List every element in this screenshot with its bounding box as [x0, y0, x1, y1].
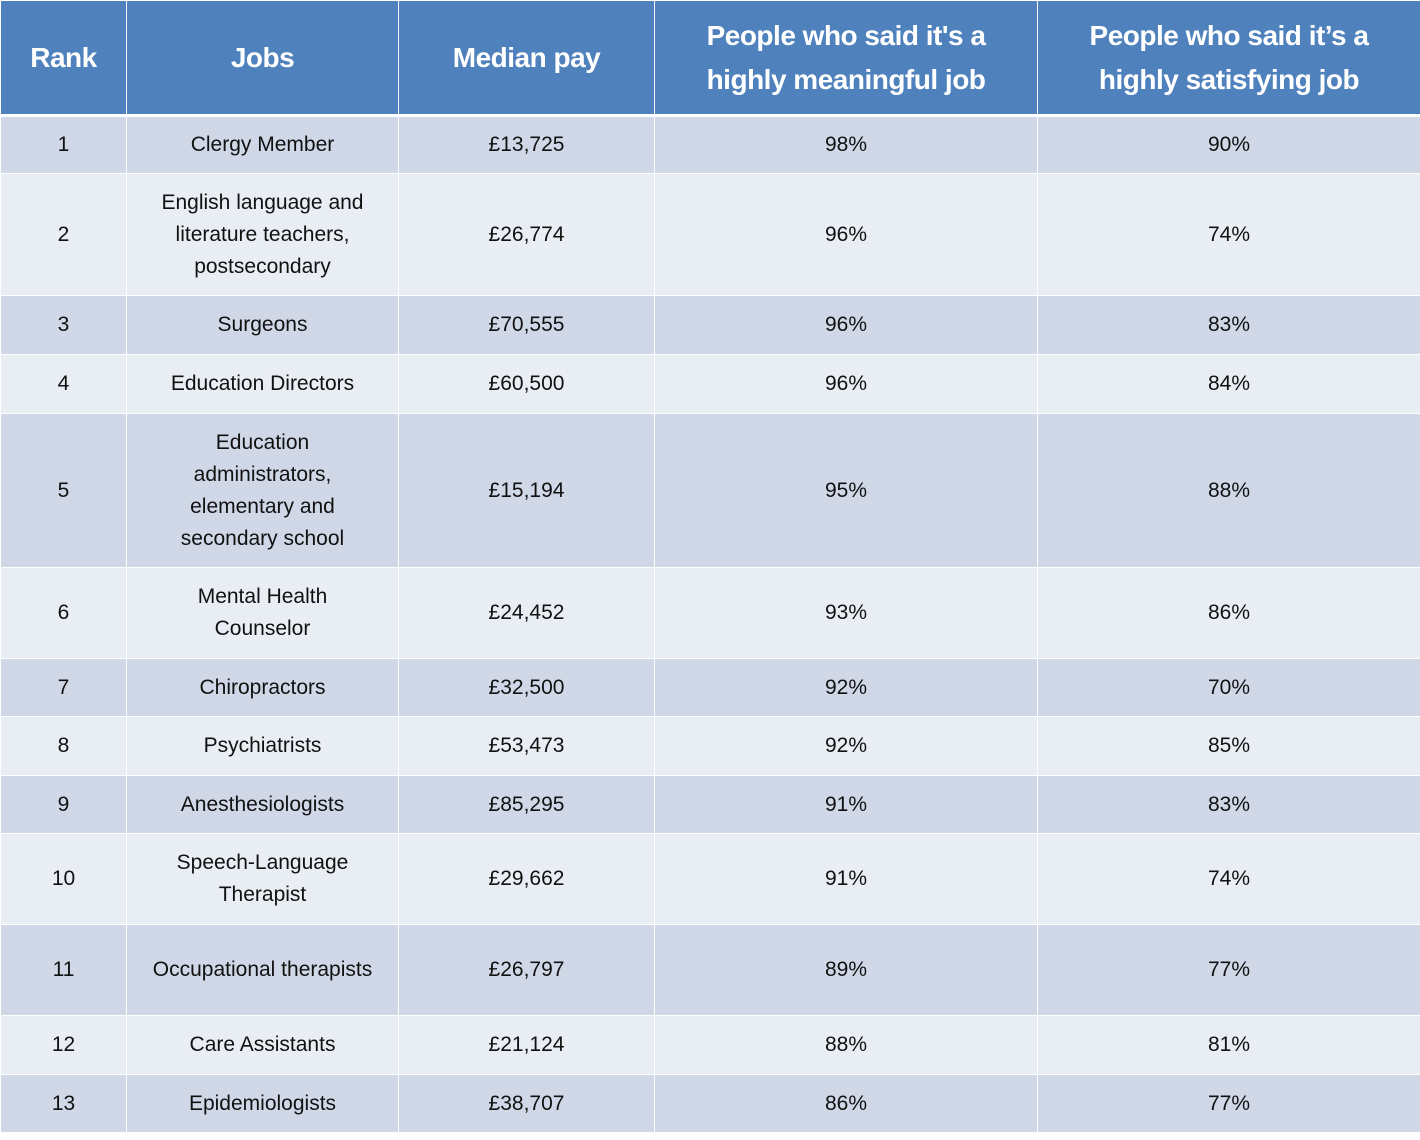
- meaningful-cell: 91%: [654, 833, 1038, 925]
- median-pay-cell: £70,555: [398, 295, 655, 355]
- job-cell: Surgeons: [126, 295, 399, 355]
- rank-cell: 5: [0, 413, 127, 568]
- satisfying-cell: 77%: [1037, 1074, 1420, 1133]
- job-cell: Care Assistants: [126, 1015, 399, 1075]
- header-jobs: Jobs: [126, 0, 399, 117]
- job-cell: Education Directors: [126, 354, 399, 414]
- meaningful-cell: 96%: [654, 295, 1038, 355]
- rank-cell: 7: [0, 658, 127, 717]
- rank-cell: 12: [0, 1015, 127, 1075]
- median-pay-cell: £85,295: [398, 775, 655, 834]
- satisfying-cell: 74%: [1037, 833, 1420, 925]
- job-cell: Anesthesiologists: [126, 775, 399, 834]
- job-cell: English language and literature teachers…: [126, 173, 399, 296]
- median-pay-cell: £60,500: [398, 354, 655, 414]
- meaningful-cell: 91%: [654, 775, 1038, 834]
- table-row: 11 Occupational therapists £26,797 89% 77%: [0, 924, 1420, 1016]
- satisfying-cell: 81%: [1037, 1015, 1420, 1075]
- rank-cell: 10: [0, 833, 127, 925]
- satisfying-cell: 83%: [1037, 775, 1420, 834]
- meaningful-cell: 96%: [654, 173, 1038, 296]
- table-row: 10 Speech-Language Therapist £29,662 91% 74%: [0, 833, 1420, 925]
- table-row: 8 Psychiatrists £53,473 92% 85%: [0, 716, 1420, 776]
- meaningful-cell: 89%: [654, 924, 1038, 1016]
- meaningful-cell: 92%: [654, 716, 1038, 776]
- rank-cell: 6: [0, 567, 127, 659]
- median-pay-cell: £29,662: [398, 833, 655, 925]
- header-meaningful: People who said it's a highly meaningful…: [654, 0, 1038, 117]
- rank-cell: 2: [0, 173, 127, 296]
- table-row: 7 Chiropractors £32,500 92% 70%: [0, 658, 1420, 717]
- median-pay-cell: £21,124: [398, 1015, 655, 1075]
- job-cell: Mental Health Counselor: [126, 567, 399, 659]
- meaningful-cell: 95%: [654, 413, 1038, 568]
- median-pay-cell: £13,725: [398, 115, 655, 174]
- table-row: 12 Care Assistants £21,124 88% 81%: [0, 1015, 1420, 1075]
- median-pay-cell: £24,452: [398, 567, 655, 659]
- meaningful-cell: 93%: [654, 567, 1038, 659]
- rank-cell: 1: [0, 115, 127, 174]
- rank-cell: 4: [0, 354, 127, 414]
- rank-cell: 8: [0, 716, 127, 776]
- median-pay-cell: £26,774: [398, 173, 655, 296]
- job-cell: Education administrators, elementary and…: [126, 413, 399, 568]
- meaningful-cell: 96%: [654, 354, 1038, 414]
- header-satisfying: People who said it’s a highly satisfying…: [1037, 0, 1420, 117]
- job-cell: Chiropractors: [126, 658, 399, 717]
- median-pay-cell: £26,797: [398, 924, 655, 1016]
- table-row: 5 Education administrators, elementary an…: [0, 413, 1420, 568]
- satisfying-cell: 70%: [1037, 658, 1420, 717]
- satisfying-cell: 74%: [1037, 173, 1420, 296]
- satisfying-cell: 86%: [1037, 567, 1420, 659]
- meaningful-cell: 86%: [654, 1074, 1038, 1133]
- table-row: 13 Epidemiologists £38,707 86% 77%: [0, 1074, 1420, 1133]
- header-median-pay: Median pay: [398, 0, 655, 117]
- rank-cell: 11: [0, 924, 127, 1016]
- job-cell: Occupational therapists: [126, 924, 399, 1016]
- table-row: 4 Education Directors £60,500 96% 84%: [0, 354, 1420, 414]
- header-row: Rank Jobs Median pay People who said it'…: [0, 0, 1420, 117]
- table-row: 6 Mental Health Counselor £24,452 93% 86%: [0, 567, 1420, 659]
- job-cell: Clergy Member: [126, 115, 399, 174]
- satisfying-cell: 90%: [1037, 115, 1420, 174]
- median-pay-cell: £32,500: [398, 658, 655, 717]
- satisfying-cell: 88%: [1037, 413, 1420, 568]
- median-pay-cell: £15,194: [398, 413, 655, 568]
- table-row: 1 Clergy Member £13,725 98% 90%: [0, 115, 1420, 174]
- rank-cell: 13: [0, 1074, 127, 1133]
- meaningful-cell: 88%: [654, 1015, 1038, 1075]
- rank-cell: 9: [0, 775, 127, 834]
- meaningful-cell: 92%: [654, 658, 1038, 717]
- table-row: 3 Surgeons £70,555 96% 83%: [0, 295, 1420, 355]
- table-row: 9 Anesthesiologists £85,295 91% 83%: [0, 775, 1420, 834]
- satisfying-cell: 85%: [1037, 716, 1420, 776]
- job-cell: Epidemiologists: [126, 1074, 399, 1133]
- job-cell: Psychiatrists: [126, 716, 399, 776]
- median-pay-cell: £53,473: [398, 716, 655, 776]
- header-rank: Rank: [0, 0, 127, 117]
- job-cell: Speech-Language Therapist: [126, 833, 399, 925]
- median-pay-cell: £38,707: [398, 1074, 655, 1133]
- table-row: 2 English language and literature teacher…: [0, 173, 1420, 296]
- meaningful-cell: 98%: [654, 115, 1038, 174]
- rank-cell: 3: [0, 295, 127, 355]
- satisfying-cell: 84%: [1037, 354, 1420, 414]
- satisfying-cell: 77%: [1037, 924, 1420, 1016]
- satisfying-cell: 83%: [1037, 295, 1420, 355]
